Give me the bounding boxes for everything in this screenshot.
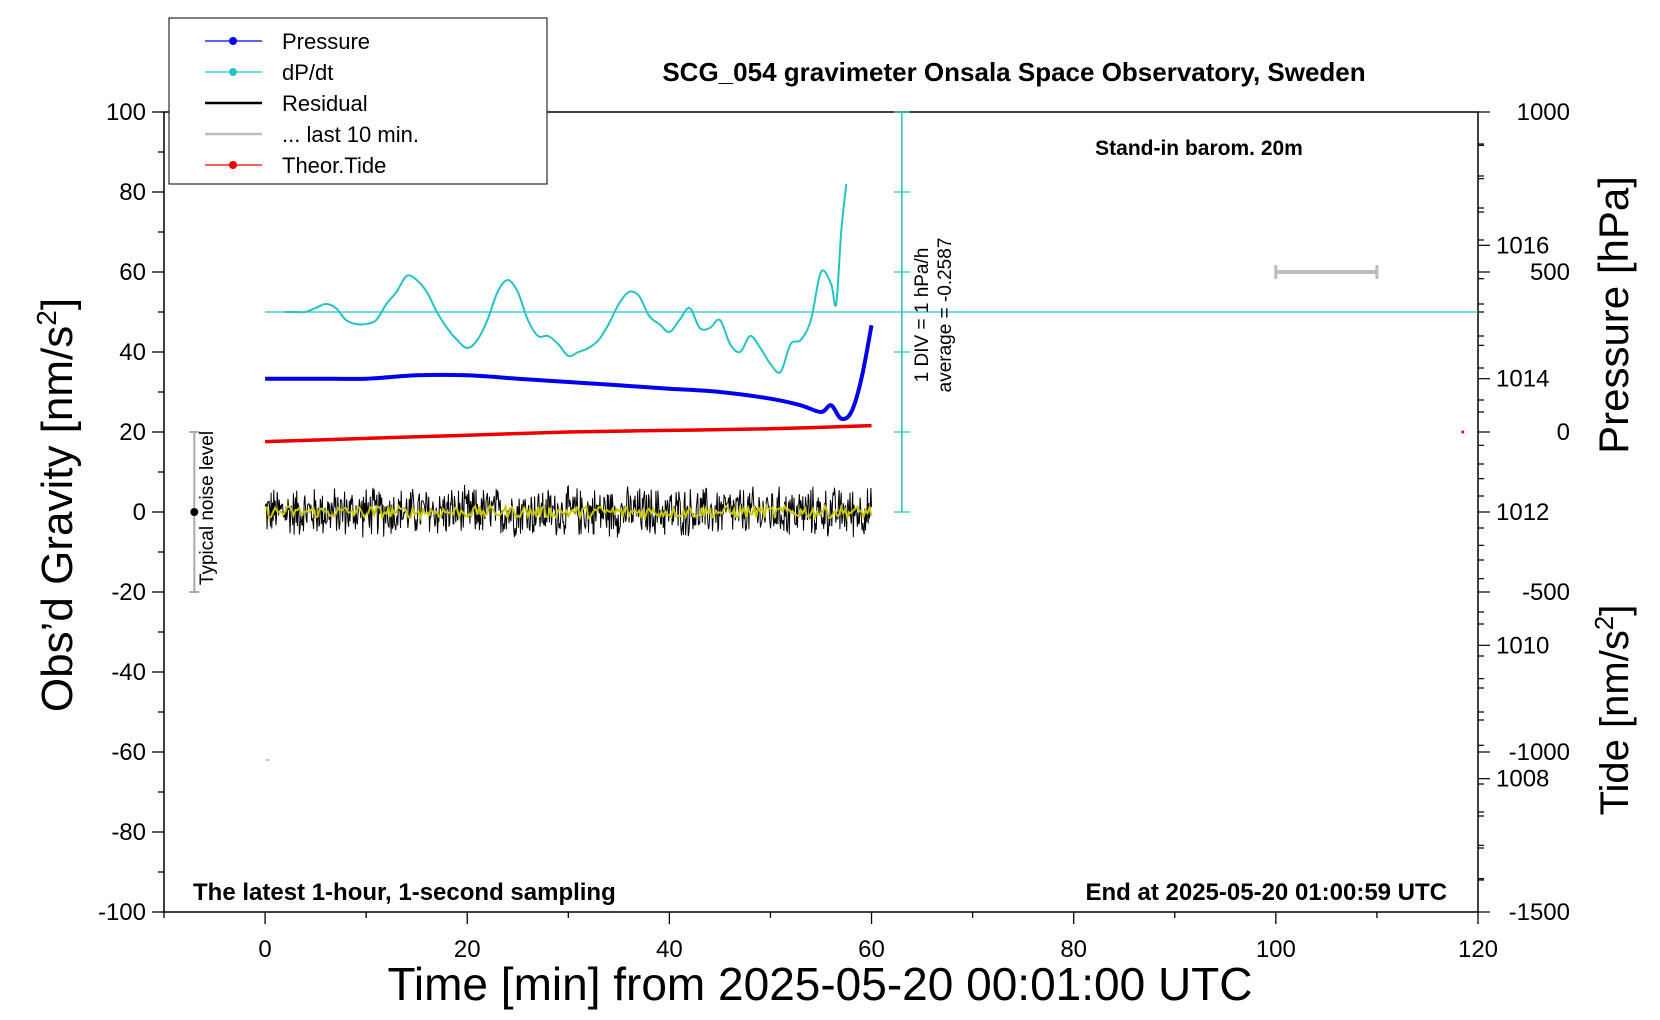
pressure-tick-label: 1012 xyxy=(1496,499,1549,526)
bars-layer xyxy=(189,265,1379,761)
gravity-tick-label: 0 xyxy=(133,499,146,526)
dpdt-scale-bar xyxy=(893,111,910,513)
x-tick-label: 0 xyxy=(258,936,271,963)
legend-label: ... last 10 min. xyxy=(282,122,419,147)
dpdt-div-label: 1 DIV = 1 hPa/h xyxy=(912,248,933,383)
gravity-tick-label: -40 xyxy=(111,659,146,686)
tide-tick-label: -1000 xyxy=(1509,739,1570,766)
residual-series xyxy=(264,484,872,538)
tide-tick-label: -500 xyxy=(1522,579,1570,606)
legend-marker xyxy=(229,161,237,169)
pressure-tick-label: 1014 xyxy=(1496,366,1549,393)
legend-items: Pressure dP/dt Residual ... last 10 min. The… xyxy=(205,29,419,178)
dpdt-average-label: average = -0.2587 xyxy=(935,238,956,393)
x-tick-label: 120 xyxy=(1458,936,1498,963)
noise-bar-center xyxy=(190,508,199,516)
gravity-tick-label: -100 xyxy=(98,899,146,926)
legend-marker xyxy=(229,68,237,76)
barometer-note: Stand-in barom. 20m xyxy=(1095,137,1303,160)
x-axis: 0 20 40 60 80 100 120 xyxy=(163,912,1498,963)
tide-tick-label: 500 xyxy=(1530,259,1570,286)
y-axis-label-pressure: Pressure [hPa] xyxy=(1590,176,1637,454)
legend-label: dP/dt xyxy=(282,60,333,85)
sampling-note: The latest 1-hour, 1-second sampling xyxy=(193,879,616,906)
tide-series xyxy=(265,423,872,444)
dpdt-series xyxy=(285,183,848,374)
legend-box xyxy=(168,17,548,185)
tide-axis: 1000 500 0 -500 -1000 -1500 xyxy=(1478,99,1570,926)
y-axis-label-tide-main: Tide [nm/s xyxy=(1593,630,1637,815)
legend-label: Theor.Tide xyxy=(282,153,386,178)
series-layer xyxy=(264,183,1465,538)
legend-marker xyxy=(229,37,237,45)
tide-tick-label: 1000 xyxy=(1517,99,1570,126)
noise-level-label: Typical noise level xyxy=(197,431,218,585)
gravity-tick-label: 100 xyxy=(106,99,146,126)
pressure-tick-label: 1010 xyxy=(1496,632,1549,659)
pressure-axis: 1016 1014 1012 1010 1008 xyxy=(1478,144,1549,880)
tide-tick-label: -1500 xyxy=(1509,899,1570,926)
legend-label: Pressure xyxy=(282,29,370,54)
x-tick-label: 80 xyxy=(1060,936,1087,963)
gravity-tick-label: -60 xyxy=(111,739,146,766)
gravity-tick-label: 80 xyxy=(119,179,146,206)
x-tick-label: 60 xyxy=(858,936,885,963)
smoothed-residual-series xyxy=(264,503,873,522)
gravity-tick-label: -80 xyxy=(111,819,146,846)
pressure-tick-label: 1008 xyxy=(1496,766,1549,793)
gravity-tick-label: 40 xyxy=(119,339,146,366)
y-axis-label-gravity-sup: 2 xyxy=(31,310,62,326)
pressure-series xyxy=(265,324,874,422)
legend-label: Residual xyxy=(282,91,368,116)
x-axis-label: Time [min] from 2025-05-20 00:01:00 UTC xyxy=(388,958,1253,1010)
y-axis-label-tide: Tide [nm/s2] xyxy=(1589,605,1637,816)
legend: Pressure dP/dt Residual ... last 10 min. The… xyxy=(168,17,548,185)
gravity-tick-label: 20 xyxy=(119,419,146,446)
y-axis-label-gravity-main: Obs’d Gravity [nm/s xyxy=(33,326,82,712)
x-tick-label: 20 xyxy=(454,936,481,963)
chart-title: SCG_054 gravimeter Onsala Space Observat… xyxy=(662,57,1365,87)
x-tick-label: 100 xyxy=(1256,936,1296,963)
tide-end-marker xyxy=(1461,430,1465,434)
y-axis-label-tide-tail: ] xyxy=(1593,605,1637,616)
y-axis-label-gravity: Obs’d Gravity [nm/s2] xyxy=(31,298,82,712)
end-time-note: End at 2025-05-20 01:00:59 UTC xyxy=(1086,879,1448,906)
tide-tick-label: 0 xyxy=(1557,419,1570,446)
x-tick-label: 40 xyxy=(656,936,683,963)
y-axis-label-gravity-tail: ] xyxy=(33,298,82,310)
gravity-axis: 100 80 60 40 20 0 -20 -40 -60 -80 -100 xyxy=(98,99,164,926)
gravity-tick-label: 60 xyxy=(119,259,146,286)
gravity-tick-label: -20 xyxy=(111,579,146,606)
y-axis-label-tide-sup: 2 xyxy=(1589,616,1619,630)
pressure-tick-label: 1016 xyxy=(1496,232,1549,259)
